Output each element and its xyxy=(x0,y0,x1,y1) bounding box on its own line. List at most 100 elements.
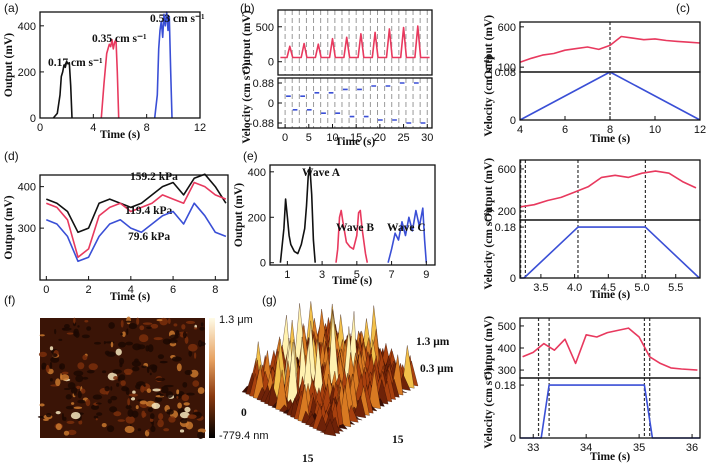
y-axis-label: Output (mV) xyxy=(241,10,253,74)
image-speck xyxy=(45,364,50,373)
image-speck xyxy=(132,366,140,372)
y-tick-label: 0.88 xyxy=(253,78,274,90)
image-speck xyxy=(124,372,132,375)
image-speck xyxy=(194,352,197,359)
image-speck xyxy=(187,414,197,419)
image-speck xyxy=(188,350,193,357)
image-speck xyxy=(120,332,123,336)
image-speck xyxy=(62,416,67,421)
y-tick-label: 400 xyxy=(18,21,36,33)
panel-label: (c) xyxy=(676,1,690,15)
x-tick-label: 9 xyxy=(423,269,429,281)
image-speck xyxy=(39,334,45,337)
image-speck xyxy=(150,413,155,420)
image-speck xyxy=(84,319,89,323)
image-speck xyxy=(105,391,109,395)
y-tick-label: 0.08 xyxy=(495,67,516,79)
image-speck xyxy=(193,327,198,330)
image-speck xyxy=(126,328,129,336)
panel-label: (f) xyxy=(4,293,15,307)
image-speck xyxy=(146,366,150,374)
image-speck xyxy=(82,376,89,380)
image-speck xyxy=(62,328,66,331)
image-speck xyxy=(101,423,107,428)
x-tick-label: 8 xyxy=(212,284,218,296)
image-speck xyxy=(78,420,83,425)
image-speck xyxy=(180,418,188,424)
image-speck xyxy=(63,430,70,436)
image-speck xyxy=(199,326,205,331)
image-speck xyxy=(138,334,149,343)
image-speck xyxy=(150,323,159,329)
z-label: 0.3 μm xyxy=(420,363,454,375)
x-tick-label: 3.5 xyxy=(533,282,548,294)
image-speck xyxy=(117,376,121,382)
series-line xyxy=(519,35,701,64)
image-speck xyxy=(156,318,163,322)
y-axis-label: Output (mV) xyxy=(483,316,495,380)
plot-frame xyxy=(269,164,436,266)
image-speck xyxy=(73,392,77,396)
y-axis-label: Velocity (cm s⁻¹) xyxy=(483,208,495,289)
image-speck xyxy=(126,316,131,325)
annotation: 0.53 cm s⁻¹ xyxy=(150,13,205,25)
image-speck xyxy=(65,405,74,410)
image-speck xyxy=(96,412,103,416)
x-axis-label: Time (s) xyxy=(110,291,151,303)
panel-label: (a) xyxy=(4,1,19,15)
x-tick-label: 15 xyxy=(350,132,362,144)
image-speck xyxy=(117,419,126,422)
image-speck xyxy=(54,328,57,335)
x-tick-label: 12 xyxy=(194,122,206,134)
y-tick-label: 500 xyxy=(256,22,274,34)
image-speck xyxy=(128,393,138,397)
y-tick-label: 200 xyxy=(498,206,516,218)
y-tick-label: 0 xyxy=(510,433,516,445)
surface-plot xyxy=(241,301,419,437)
image-speck xyxy=(184,370,193,376)
image-speck xyxy=(121,386,129,392)
surface-facet xyxy=(323,418,337,437)
series-line xyxy=(279,166,316,263)
x-tick-label: 5.0 xyxy=(634,282,649,294)
image-speck xyxy=(182,331,187,339)
x-tick-label: 30 xyxy=(421,132,433,144)
image-speck xyxy=(184,336,189,344)
image-speck xyxy=(173,393,183,399)
x-tick-label: 5 xyxy=(354,269,360,281)
y-axis-label: Velocity (cm s⁻¹) xyxy=(241,62,253,143)
image-speck xyxy=(109,406,118,413)
plot-frame xyxy=(277,77,433,129)
y-axis-label: Output (mV) xyxy=(3,195,15,259)
y-tick-label: 0 xyxy=(30,113,36,125)
x-axis-label: Time (s) xyxy=(335,136,376,148)
y-tick-label: 400 xyxy=(498,343,516,355)
image-speck xyxy=(136,317,140,325)
image-speck xyxy=(73,406,83,409)
image-speck xyxy=(135,405,139,410)
image-speck xyxy=(50,356,60,363)
image-speck xyxy=(176,363,182,372)
x-axis-label: Time (s) xyxy=(590,133,631,145)
image-speck xyxy=(70,411,81,420)
image-speck xyxy=(81,334,90,339)
image-speck xyxy=(108,322,115,329)
x-tick-label: 33 xyxy=(527,442,539,454)
image-speck xyxy=(73,317,76,324)
x-tick-label: 1 xyxy=(284,269,290,281)
image-speck xyxy=(120,380,126,386)
colorbar-label: -779.4 nm xyxy=(219,430,269,442)
afm-image xyxy=(37,316,206,439)
image-speck xyxy=(76,385,81,390)
annotation: Wave A xyxy=(302,167,341,179)
image-speck xyxy=(145,345,150,352)
image-speck xyxy=(71,402,75,405)
y-axis-label: Velocity (cm s⁻¹) xyxy=(483,367,495,448)
x-tick-label: 4.5 xyxy=(601,282,616,294)
x-tick-label: 2 xyxy=(86,284,92,296)
image-speck xyxy=(166,409,174,415)
image-speck xyxy=(65,394,72,400)
x-tick-label: 8 xyxy=(144,122,150,134)
plot-frame xyxy=(519,317,701,379)
x-tick-label: 7 xyxy=(389,269,395,281)
